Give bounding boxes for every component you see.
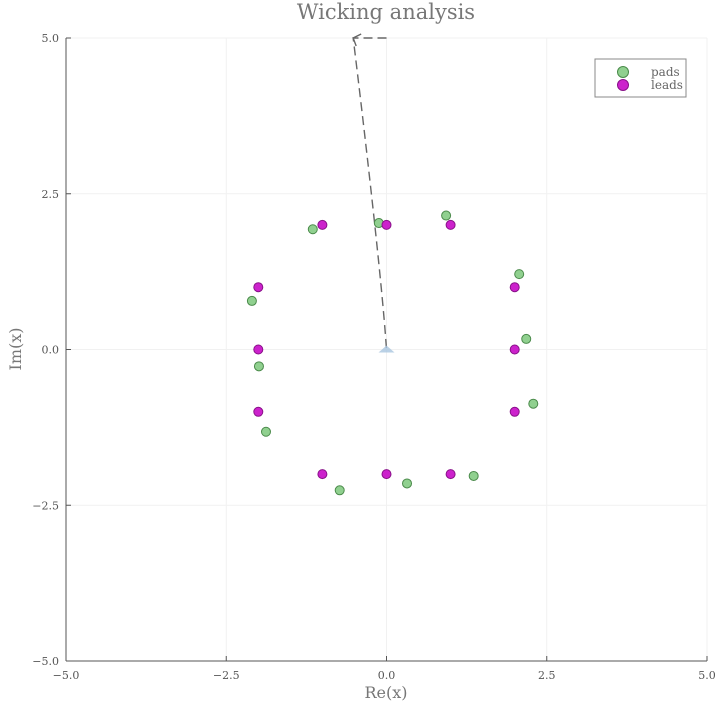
y-tick-label: 5.0 (42, 32, 60, 45)
legend-marker-leads (617, 79, 629, 91)
annotations (352, 33, 395, 353)
legend: pads leads (594, 58, 687, 98)
axes: −5.0 −2.5 0.0 2.5 5.0 −5.0 −2.5 0.0 2.5 5.0 (32, 32, 715, 682)
data-point-leads (253, 282, 264, 293)
annotation-arrow-head (352, 33, 362, 47)
y-tick-label: −2.5 (32, 499, 59, 512)
data-point-leads (253, 406, 264, 417)
data-point-pads (307, 224, 318, 235)
data-point-pads (521, 333, 532, 344)
data-point-leads (381, 469, 392, 480)
x-tick-label: 5.0 (698, 669, 716, 682)
data-point-pads (402, 478, 413, 489)
data-point-pads (514, 269, 525, 280)
legend-marker-pads (617, 66, 629, 78)
data-point-leads (509, 344, 520, 355)
y-tick-label: 0.0 (42, 344, 60, 357)
data-point-leads (509, 406, 520, 417)
chart-title: Wicking analysis (297, 0, 475, 24)
x-axis-label: Re(x) (364, 683, 407, 702)
data-point-leads (509, 282, 520, 293)
data-point-leads (253, 344, 264, 355)
y-tick-label: 2.5 (42, 188, 60, 201)
data-point-leads (445, 469, 456, 480)
x-tick-label: −2.5 (213, 669, 240, 682)
data-point-pads (528, 398, 539, 409)
x-tick-label: −5.0 (53, 669, 80, 682)
legend-label-leads: leads (651, 78, 683, 92)
data-point-leads (317, 469, 328, 480)
legend-box (594, 58, 687, 98)
data-point-leads (317, 219, 328, 230)
annotation-arrow-line (352, 37, 388, 350)
data-point-pads (334, 485, 345, 496)
data-point-pads (253, 361, 264, 372)
y-axis-label: Im(x) (6, 328, 25, 371)
x-tick-label: 2.5 (538, 669, 556, 682)
x-tick-label: 0.0 (378, 669, 396, 682)
origin-marker (378, 345, 395, 353)
legend-label-pads: pads (651, 65, 680, 79)
data-points (246, 210, 539, 496)
data-point-leads (381, 219, 392, 230)
data-point-pads (246, 295, 257, 306)
data-point-pads (468, 470, 479, 481)
data-point-pads (441, 210, 452, 221)
data-point-pads (260, 426, 271, 437)
data-point-leads (445, 219, 456, 230)
y-tick-label: −5.0 (32, 655, 59, 668)
